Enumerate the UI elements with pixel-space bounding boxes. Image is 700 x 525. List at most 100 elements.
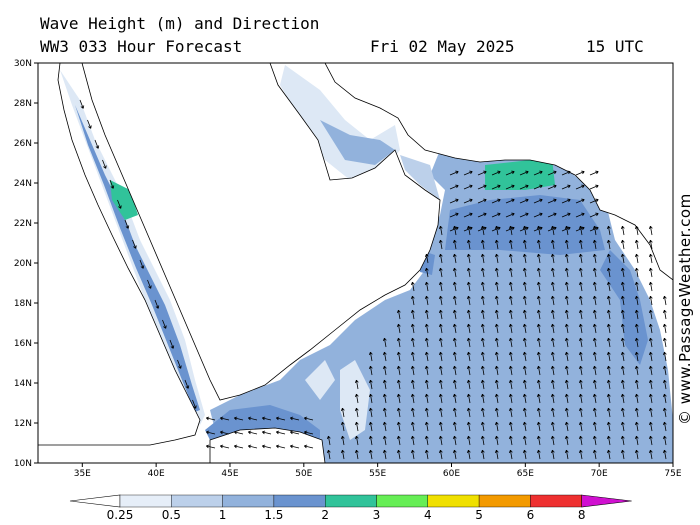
wave-arrow	[648, 239, 653, 250]
wave-arrow	[648, 435, 653, 446]
wave-arrow	[508, 309, 513, 320]
wave-arrow	[620, 365, 625, 376]
wave-arrow	[466, 435, 471, 446]
lat-tick-label: 20N	[14, 259, 32, 269]
wave-arrow	[662, 435, 667, 446]
wave-arrow	[620, 407, 625, 418]
wave-arrow	[508, 449, 513, 460]
lon-tick-label: 50E	[295, 469, 312, 479]
wave-arrow	[424, 365, 429, 376]
lon-tick-label: 70E	[591, 469, 608, 479]
wave-arrow	[550, 379, 555, 390]
wave-arrow	[550, 239, 555, 250]
wave-arrow	[589, 226, 599, 232]
wave-arrow	[382, 337, 387, 348]
colorbar-segment	[171, 494, 223, 508]
wave-arrow	[396, 407, 401, 418]
wave-arrow	[620, 393, 625, 404]
wave-arrow	[606, 449, 611, 460]
wave-arrow	[648, 337, 653, 348]
wave-arrow	[452, 309, 457, 320]
colorbar-segment	[325, 494, 377, 508]
wave-arrow	[564, 393, 569, 404]
wave-arrow	[578, 309, 583, 320]
wave-arrow	[169, 339, 175, 349]
wave-arrow	[634, 253, 639, 264]
wave-arrow	[620, 337, 625, 348]
wave-arrow	[449, 226, 459, 232]
wave-arrow	[606, 323, 611, 334]
wave-arrow	[536, 323, 541, 334]
wave-arrow	[592, 267, 597, 278]
longitude-ticks: 35E 40E 45E 50E 55E 60E 65E 70E 75E	[74, 463, 682, 479]
wave-arrow	[648, 421, 653, 432]
wave-arrow	[536, 337, 541, 348]
wave-arrow	[87, 119, 92, 129]
wave-arrow	[452, 449, 457, 460]
wave-arrow	[410, 421, 415, 432]
wave-arrow	[340, 435, 345, 446]
wave-arrow	[634, 337, 639, 348]
wave-arrow	[536, 449, 541, 460]
wave-direction-arrows	[79, 99, 667, 460]
forecast-date: Fri 02 May 2025	[370, 37, 515, 56]
lat-tick-label: 14N	[14, 379, 32, 389]
wave-arrow	[536, 407, 541, 418]
wave-arrow	[109, 179, 115, 189]
wave-arrow	[494, 323, 499, 334]
wave-arrow	[505, 212, 515, 218]
wave-arrow	[261, 416, 272, 421]
wave-arrow	[410, 309, 415, 320]
wave-arrow	[589, 170, 599, 176]
wave-arrow	[550, 435, 555, 446]
wave-arrow	[578, 435, 583, 446]
wave-arrow	[519, 170, 529, 176]
wave-arrow	[480, 365, 485, 376]
wave-arrow	[477, 184, 487, 190]
wave-arrow	[452, 239, 457, 250]
wave-arrow	[463, 184, 473, 190]
wave-arrow	[508, 239, 513, 250]
wave-arrow	[424, 295, 429, 306]
wave-arrow	[494, 435, 499, 446]
wave-arrow	[648, 449, 653, 460]
wave-arrow	[634, 407, 639, 418]
lon-tick-label: 75E	[664, 469, 681, 479]
wave-arrow	[606, 407, 611, 418]
wave-arrow	[606, 337, 611, 348]
wave-arrow	[606, 239, 611, 250]
wave-arrow	[79, 99, 85, 109]
wave-arrow	[662, 407, 667, 418]
wave-arrow	[578, 421, 583, 432]
colorbar-segment	[376, 494, 428, 508]
wave-arrow	[620, 421, 625, 432]
wave-arrow	[162, 319, 167, 329]
wave-arrow	[424, 337, 429, 348]
wave-arrow	[139, 259, 145, 269]
forecast-time: 15 UTC	[586, 37, 644, 56]
wave-arrow	[463, 226, 473, 232]
wave-arrow	[480, 267, 485, 278]
wave-arrow	[368, 421, 373, 432]
wave-arrow	[452, 323, 457, 334]
wave-arrow	[578, 365, 583, 376]
wave-arrow	[438, 337, 443, 348]
wave-arrow	[247, 416, 258, 421]
wave-arrow	[494, 253, 499, 264]
wave-arrow	[466, 407, 471, 418]
wave-arrow	[117, 199, 122, 209]
forecast-label: WW3 033 Hour Forecast	[40, 37, 243, 56]
wave-arrow	[261, 430, 272, 435]
wave-arrow	[410, 295, 415, 306]
wave-arrow	[424, 281, 429, 292]
latitude-ticks: 30N 28N 26N 24N 22N 20N 18N 16N 14N 12N 10N	[14, 59, 38, 469]
wave-arrow	[578, 295, 583, 306]
wave-arrow	[438, 379, 443, 390]
wave-arrow	[477, 226, 487, 232]
wave-arrow	[494, 393, 499, 404]
wave-arrow	[648, 407, 653, 418]
colorbar-segment	[222, 494, 275, 508]
wave-arrow	[132, 239, 137, 249]
wave-arrow	[275, 416, 286, 421]
